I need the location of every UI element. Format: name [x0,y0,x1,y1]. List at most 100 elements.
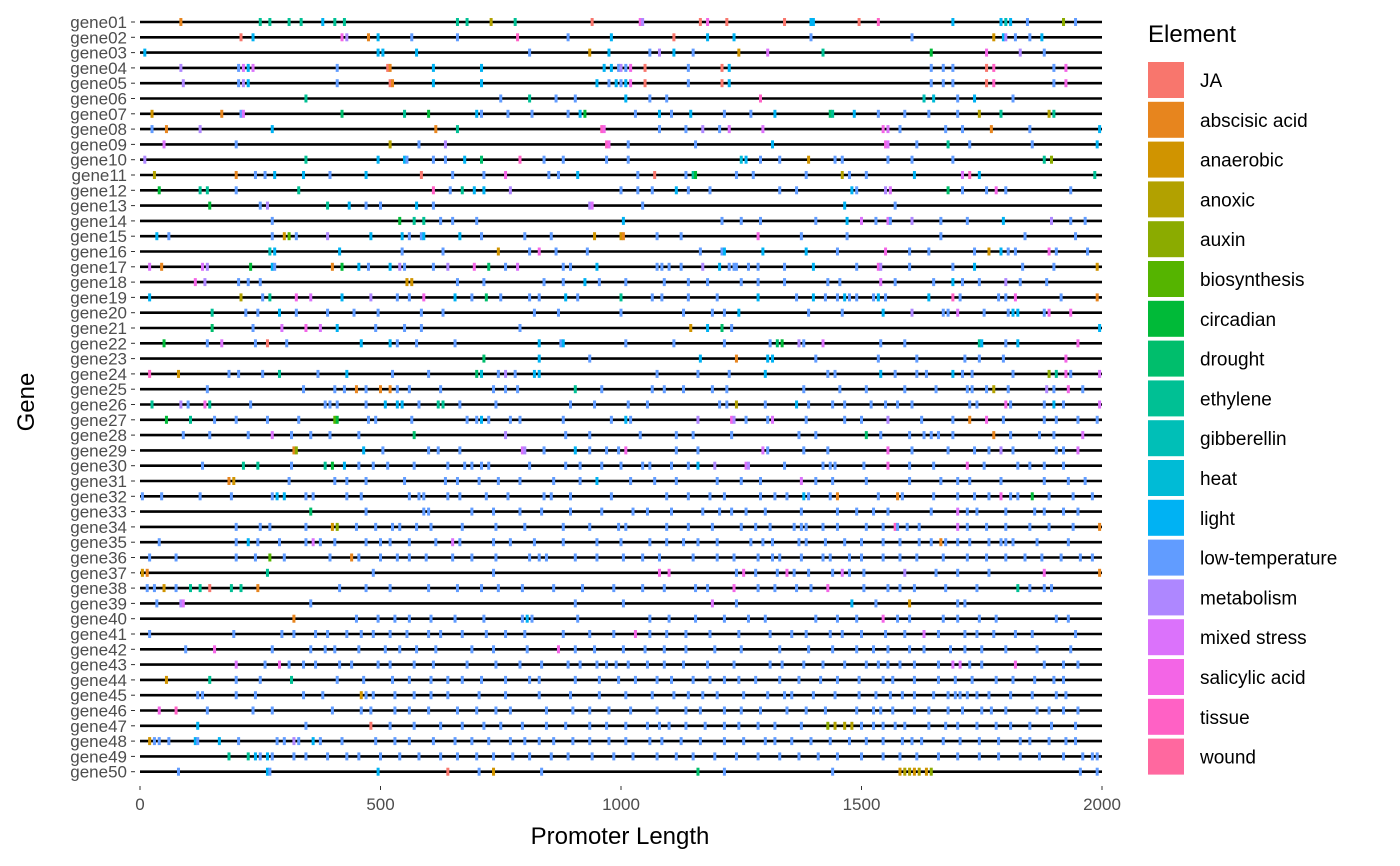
element-site [722,737,726,746]
element-site [696,538,700,547]
legend-key [1148,181,1184,218]
element-site [725,385,729,394]
element-site [326,630,330,638]
element-site [982,308,986,317]
element-site [927,706,931,715]
element-site [657,48,661,57]
element-site [771,415,775,424]
element-site [379,538,382,547]
element-site [968,140,972,149]
element-site [607,79,611,88]
element-site [965,522,969,531]
element-site [287,232,291,241]
element-site [480,415,484,424]
element-site [549,232,553,241]
element-site [975,400,979,409]
legend-key [1148,698,1184,735]
element-site [624,691,628,700]
legend-label: JA [1200,71,1223,92]
element-site [595,477,599,485]
legend-key [1148,340,1184,377]
element-site [1023,232,1027,241]
element-site [689,324,693,332]
element-site [186,400,190,409]
element-site [583,109,587,118]
element-site [720,216,724,225]
element-site [929,538,933,547]
element-site [872,507,876,516]
element-site [881,721,885,730]
element-site [280,324,284,332]
element-site [253,752,257,761]
element-site [561,415,565,424]
element-site [1042,660,1046,669]
legend-key [1148,420,1184,457]
element-site [263,660,267,669]
element-site [708,492,712,501]
element-site [253,691,257,700]
element-site [573,675,577,684]
element-site [285,339,289,348]
element-site [855,706,859,715]
element-site [706,660,710,669]
element-site [732,584,736,593]
element-site [807,400,811,409]
element-site [797,339,801,348]
element-site [477,691,481,700]
legend-label: anaerobic [1200,151,1283,172]
element-site [193,737,197,746]
element-site [605,155,609,164]
element-site [696,415,700,424]
element-site [208,431,212,440]
element-site [992,630,996,638]
element-site [335,675,339,684]
element-site [237,278,241,287]
element-site [932,461,936,470]
element-site [593,400,597,409]
element-site [530,614,534,623]
legend-title: Element [1148,21,1236,48]
element-site [256,308,260,317]
element-site [657,568,661,577]
y-tick-label: gene48 [70,732,127,751]
element-site [617,63,621,72]
element-site [701,691,705,700]
element-site [607,706,611,715]
element-site [797,538,801,547]
element-site [258,278,262,287]
element-site [898,553,902,562]
element-site [583,278,587,287]
element-site [179,63,183,72]
element-site [722,614,726,623]
element-site [465,660,469,669]
element-site [1006,308,1010,317]
element-site [999,477,1003,485]
element-site [835,614,839,623]
element-site [391,79,395,88]
element-site [1035,706,1039,715]
element-site [275,737,279,746]
element-site [715,553,719,562]
element-site [282,492,286,501]
element-site [1062,18,1066,26]
element-site [944,721,948,730]
element-site [732,660,736,669]
element-site [912,660,916,669]
element-site [561,155,565,164]
element-site [903,109,907,118]
element-site [357,752,361,761]
legend-key [1148,300,1184,337]
element-site [1004,706,1008,715]
element-site [804,630,808,638]
element-site [335,79,339,88]
element-site [876,262,880,271]
element-site [335,63,339,72]
element-site [386,461,390,470]
element-site [388,262,392,271]
y-tick-label: gene12 [70,181,127,200]
element-site [744,461,748,470]
element-site [684,171,688,179]
y-tick-label: gene38 [70,579,127,598]
element-site [722,721,726,730]
element-site [910,308,914,317]
